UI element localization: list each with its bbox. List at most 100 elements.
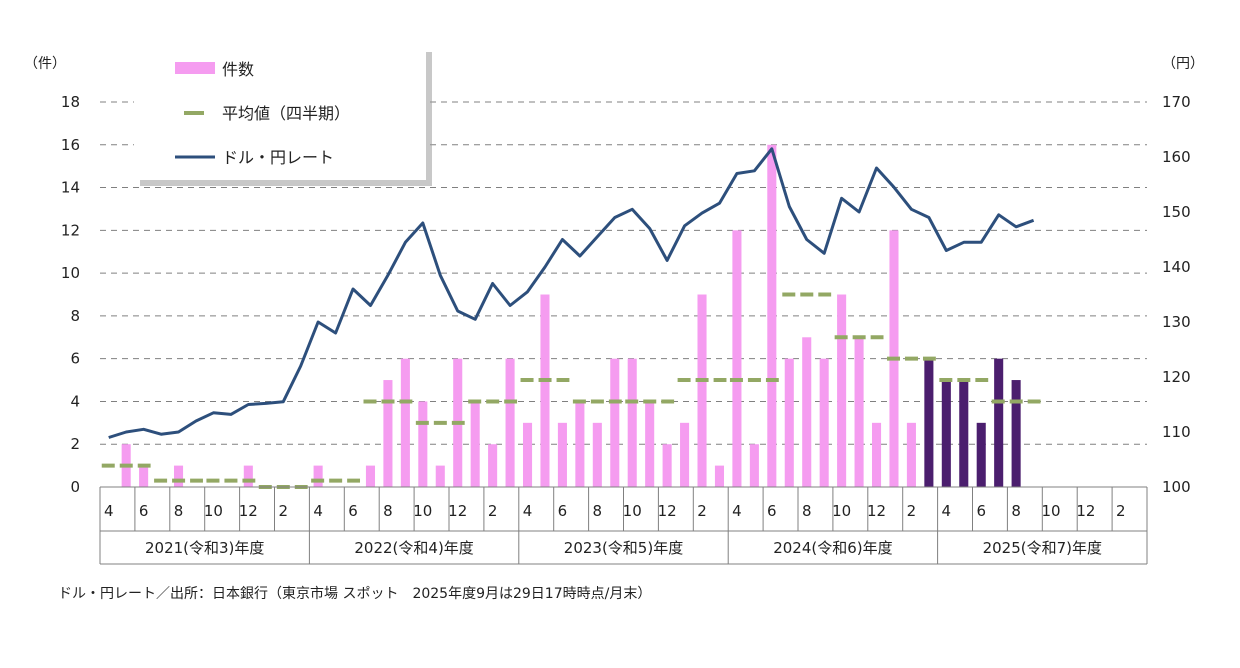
month-label: 2: [697, 502, 707, 520]
usd-jpy-polyline: [108, 147, 1035, 439]
count-bar: [784, 358, 794, 487]
month-label: 12: [448, 502, 467, 520]
right-tick-label: 120: [1162, 368, 1191, 386]
fiscal-year-label: 2023(令和5)年度: [564, 539, 683, 557]
left-tick-label: 16: [61, 136, 80, 154]
left-axis-unit: （件）: [24, 56, 66, 72]
count-bar: [610, 358, 620, 487]
month-label: 8: [1011, 502, 1021, 520]
month-label: 2: [278, 502, 288, 520]
count-bar: [383, 380, 393, 487]
right-tick-label: 100: [1162, 478, 1191, 496]
count-bar: [1011, 380, 1021, 487]
axes: 0 2 4 6 8 10 12 14 16 18 100 110 120 130 140 150 160 170 4…: [61, 93, 1191, 565]
month-label: 4: [104, 502, 114, 520]
count-bar: [854, 337, 864, 487]
month-label: 2: [488, 502, 498, 520]
month-label: 8: [383, 502, 393, 520]
count-bar: [418, 401, 428, 487]
source-note: ドル・円レート／出所：日本銀行（東京市場 スポット 2025年度9月は29日17…: [58, 585, 651, 602]
count-bar: [697, 294, 707, 487]
legend-label-avg: 平均値（四半期）: [222, 104, 350, 123]
month-label: 12: [1076, 502, 1095, 520]
count-bar: [522, 422, 533, 487]
count-bar: [732, 230, 742, 488]
count-bar: [505, 358, 515, 487]
left-tick-label: 10: [61, 264, 80, 282]
right-axis-unit: （円）: [1162, 56, 1204, 72]
count-bar: [173, 465, 184, 487]
month-label: 12: [867, 502, 886, 520]
count-bar: [994, 358, 1004, 487]
count-bar: [575, 401, 585, 487]
month-label: 6: [558, 502, 568, 520]
month-label: 10: [832, 502, 851, 520]
count-bar: [959, 380, 969, 487]
fiscal-year-label: 2024(令和6)年度: [773, 539, 892, 557]
legend: 件数 平均値（四半期） ドル・円レート: [134, 46, 432, 186]
count-bar: [592, 422, 602, 487]
left-tick-label: 4: [70, 392, 80, 410]
month-label: 10: [413, 502, 432, 520]
count-bar: [767, 144, 777, 487]
count-bar: [906, 422, 916, 487]
month-label: 10: [204, 502, 223, 520]
month-label: 4: [313, 502, 323, 520]
quarterly-averages: [101, 292, 1041, 489]
right-tick-label: 150: [1162, 203, 1191, 221]
month-label: 10: [623, 502, 642, 520]
fiscal-year-label: 2022(令和4)年度: [354, 539, 473, 557]
count-bar: [871, 422, 882, 487]
right-tick-label: 170: [1162, 93, 1191, 111]
left-tick-label: 8: [70, 307, 80, 325]
month-label: 4: [523, 502, 533, 520]
month-label: 12: [239, 502, 258, 520]
legend-label-rate: ドル・円レート: [222, 148, 334, 167]
legend-swatch-count: [175, 62, 215, 74]
left-tick-label: 2: [70, 435, 80, 453]
right-tick-label: 140: [1162, 258, 1191, 276]
count-bar: [941, 380, 951, 487]
count-bar: [714, 465, 725, 487]
gridlines: [100, 101, 1147, 445]
right-tick-label: 110: [1162, 423, 1191, 441]
count-bar: [540, 294, 550, 487]
month-label: 12: [658, 502, 677, 520]
usd-jpy-line: [108, 147, 1035, 439]
month-label: 6: [139, 502, 149, 520]
right-tick-label: 130: [1162, 313, 1191, 331]
month-label: 10: [1041, 502, 1060, 520]
left-tick-label: 12: [61, 221, 80, 239]
month-label: 6: [976, 502, 986, 520]
legend-label-count: 件数: [222, 60, 254, 79]
fiscal-year-label: 2021(令和3)年度: [145, 539, 264, 557]
right-tick-label: 160: [1162, 148, 1191, 166]
count-bar: [243, 465, 253, 487]
count-bar: [470, 401, 480, 487]
month-label: 8: [593, 502, 603, 520]
left-tick-label: 0: [70, 478, 80, 496]
count-bar: [802, 337, 812, 487]
left-tick-label: 6: [70, 350, 80, 368]
month-label: 4: [732, 502, 742, 520]
count-bar: [557, 422, 567, 487]
month-label: 4: [942, 502, 952, 520]
count-bar: [837, 294, 847, 487]
left-tick-label: 18: [61, 93, 80, 111]
month-label: 8: [802, 502, 812, 520]
month-label: 2: [1116, 502, 1126, 520]
count-bar: [139, 465, 149, 487]
month-label: 8: [174, 502, 184, 520]
month-label: 6: [767, 502, 777, 520]
count-bar: [627, 358, 637, 487]
count-bar: [435, 465, 445, 487]
count-bar: [662, 444, 672, 487]
count-bar: [680, 422, 690, 487]
month-label: 2: [907, 502, 917, 520]
count-bar: [749, 444, 759, 487]
count-bar: [488, 444, 498, 487]
count-bar: [400, 358, 410, 487]
month-label: 6: [348, 502, 358, 520]
left-tick-label: 14: [61, 179, 80, 197]
